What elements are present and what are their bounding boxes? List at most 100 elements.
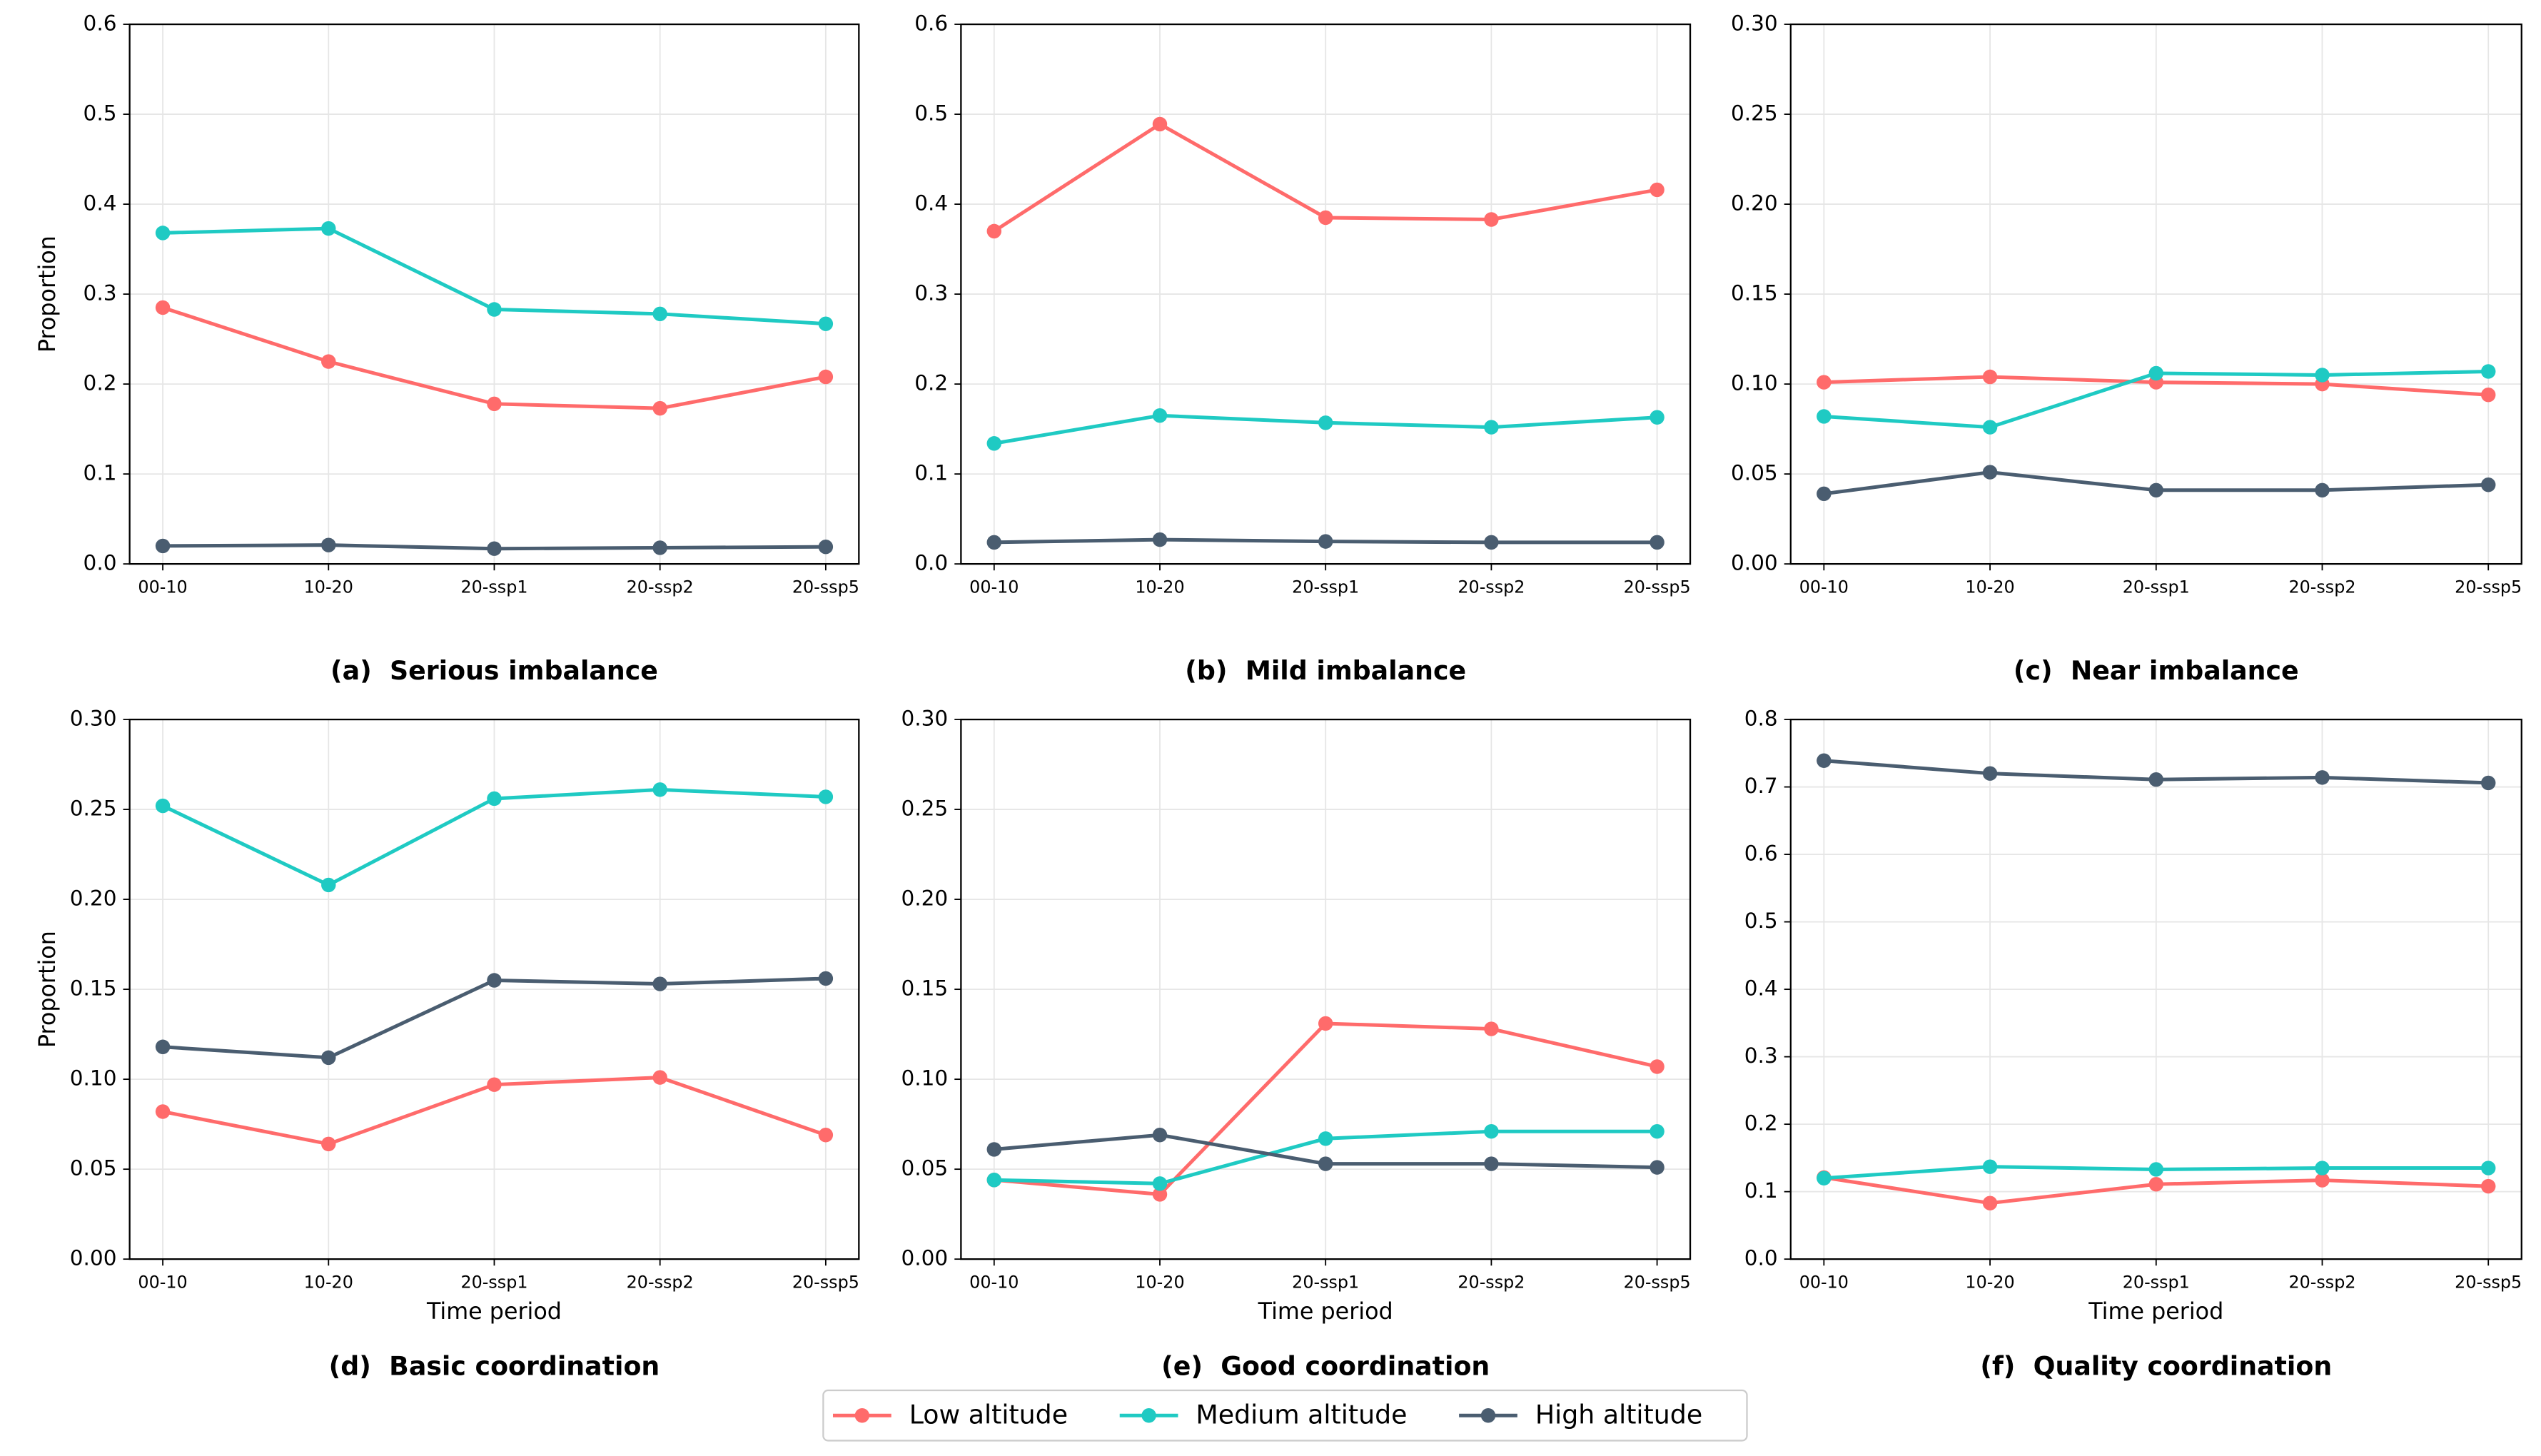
series-point (1484, 535, 1499, 550)
series-point (818, 971, 834, 986)
x-tick-label: 10-20 (304, 577, 353, 597)
panel-caption: (e) Good coordination (1161, 1350, 1490, 1381)
series-point (2315, 1173, 2330, 1188)
legend-label: High altitude (1535, 1399, 1702, 1430)
y-tick-label: 0.05 (901, 1156, 949, 1181)
x-tick-label: 20-ssp1 (2123, 1273, 2190, 1293)
series-point (2480, 364, 2496, 379)
series-point (652, 400, 667, 416)
x-tick-label: 20-ssp2 (2288, 577, 2355, 597)
x-tick-label: 20-ssp2 (627, 1273, 694, 1293)
series-point (2315, 482, 2330, 498)
y-tick-label: 0.1 (1744, 1178, 1778, 1203)
series-point (1650, 410, 1664, 425)
series-point (1318, 1131, 1333, 1146)
x-axis-label: Time period (1258, 1299, 1393, 1325)
y-tick-label: 0.0 (914, 551, 948, 575)
x-tick-label: 00-10 (1799, 1273, 1849, 1293)
series-point (1318, 1156, 1333, 1171)
series-point (1982, 1195, 1998, 1210)
series-point (652, 782, 667, 797)
y-tick-label: 0.25 (1731, 101, 1778, 126)
series-point (487, 302, 502, 317)
x-axis-label: Time period (426, 1299, 562, 1325)
y-tick-label: 0.00 (1731, 551, 1778, 575)
plot-frame (960, 23, 1692, 565)
series-point (1152, 116, 1168, 132)
series-point (1817, 486, 1832, 502)
y-tick-label: 0.30 (901, 707, 949, 731)
series-point (652, 1070, 667, 1085)
series-point (487, 791, 502, 807)
series-point (321, 1050, 336, 1066)
series-point (487, 396, 502, 412)
y-tick-label: 0.7 (1744, 774, 1778, 798)
series-point (1982, 1159, 1998, 1174)
y-tick-label: 0.1 (84, 461, 117, 485)
x-tick-label: 20-ssp2 (2288, 1273, 2355, 1293)
plot-frame (1789, 718, 2522, 1260)
series-point (1484, 420, 1499, 435)
y-tick-label: 0.1 (914, 461, 948, 485)
panel-caption: (c) Near imbalance (2014, 655, 2299, 686)
series-point (1484, 1021, 1499, 1036)
series-point (321, 221, 336, 236)
x-tick-label: 20-ssp1 (1292, 1273, 1359, 1293)
y-tick-label: 0.00 (901, 1246, 949, 1270)
series-point (986, 535, 1002, 550)
series-point (652, 540, 667, 555)
x-tick-label: 00-10 (969, 577, 1019, 597)
y-axis-label: Proportion (35, 236, 61, 353)
series-point (1152, 1176, 1168, 1191)
y-tick-label: 0.2 (1744, 1111, 1778, 1136)
x-tick-label: 00-10 (1799, 577, 1849, 597)
y-tick-label: 0.00 (70, 1246, 117, 1270)
series-point (986, 1173, 1002, 1188)
series-point (321, 537, 336, 552)
series-point (155, 300, 171, 315)
x-tick-label: 20-ssp5 (792, 577, 859, 597)
series-point (321, 354, 336, 369)
legend-marker (1141, 1408, 1156, 1423)
series-point (155, 226, 171, 241)
x-tick-label: 20-ssp5 (792, 1273, 859, 1293)
series-point (1318, 210, 1333, 226)
x-tick-label: 10-20 (1135, 577, 1184, 597)
y-tick-label: 0.6 (1744, 841, 1778, 866)
series-point (2480, 775, 2496, 791)
x-tick-label: 20-ssp5 (2455, 1273, 2522, 1293)
panel-caption: (d) Basic coordination (329, 1350, 660, 1381)
y-tick-label: 0.5 (84, 101, 117, 126)
y-tick-label: 0.30 (70, 707, 117, 731)
series-point (487, 1077, 502, 1092)
series-point (2315, 770, 2330, 785)
series-point (1318, 415, 1333, 430)
y-tick-label: 0.20 (1731, 191, 1778, 216)
x-tick-label: 00-10 (969, 1273, 1019, 1293)
y-tick-label: 0.15 (901, 976, 949, 1001)
series-point (2315, 1161, 2330, 1176)
y-tick-label: 0.05 (1731, 461, 1778, 485)
series-point (2480, 1178, 2496, 1194)
series-point (652, 306, 667, 322)
y-tick-label: 0.20 (70, 886, 117, 911)
y-axis-label: Proportion (35, 931, 61, 1048)
y-tick-label: 0.10 (70, 1066, 117, 1091)
y-tick-label: 0.05 (70, 1156, 117, 1181)
series-point (155, 1104, 171, 1119)
series-point (1484, 1156, 1499, 1171)
legend-label: Low altitude (909, 1399, 1068, 1430)
series-point (1484, 212, 1499, 227)
series-point (1318, 534, 1333, 549)
x-tick-label: 20-ssp1 (460, 1273, 527, 1293)
x-tick-label: 20-ssp1 (460, 577, 527, 597)
series-point (2148, 1162, 2163, 1177)
legend-marker (854, 1408, 870, 1423)
series-point (321, 1136, 336, 1152)
x-tick-label: 20-ssp5 (2455, 577, 2522, 597)
series-point (1650, 1123, 1664, 1139)
series-point (818, 789, 834, 804)
y-tick-label: 0.25 (901, 797, 949, 821)
series-point (1982, 369, 1998, 385)
series-point (818, 539, 834, 555)
